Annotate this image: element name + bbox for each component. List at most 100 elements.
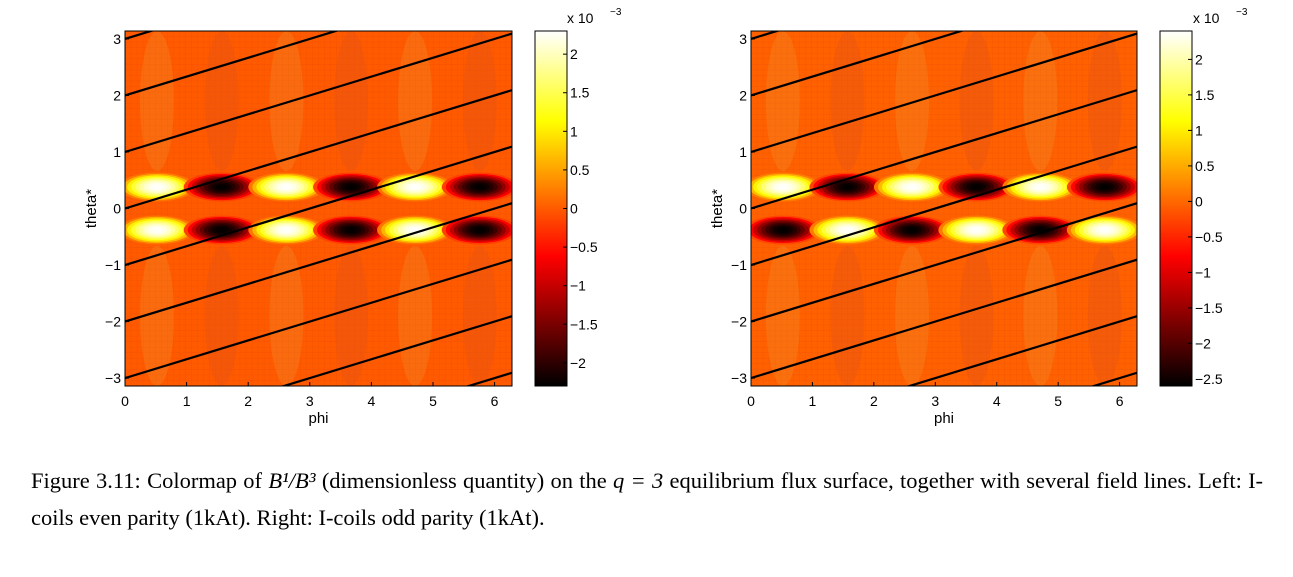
y-tick-label: −3	[105, 370, 121, 386]
y-axis-label: theta*	[709, 189, 726, 228]
plume-upper	[140, 31, 175, 172]
plume-lower	[894, 245, 929, 386]
colorbar-tick-label: −2	[1195, 335, 1211, 351]
caption-math-quantity: B¹/B³	[268, 468, 316, 493]
heatmap-area	[751, 31, 1137, 386]
colorbar-tick-label: 1	[570, 123, 578, 139]
figure-caption: Figure 3.11: Colormap of B¹/B³ (dimensio…	[31, 462, 1263, 536]
y-tick-label: 0	[739, 201, 747, 217]
y-tick-label: −3	[731, 370, 747, 386]
field-line	[125, 202, 512, 323]
blob-lower-positive	[151, 227, 164, 233]
colorbar	[1159, 30, 1193, 387]
field-line	[905, 315, 1137, 386]
y-tick-label: −2	[731, 314, 747, 330]
plume-upper	[269, 31, 304, 172]
blob-lower-negative	[905, 227, 918, 233]
plume-lower	[204, 245, 239, 386]
colorbar-tick-label: −1.5	[570, 316, 598, 332]
plume-upper	[959, 31, 994, 172]
blob-upper-positive	[409, 184, 422, 190]
y-tick-label: −2	[105, 314, 121, 330]
y-tick-label: 2	[739, 87, 747, 103]
x-tick-label: 1	[183, 393, 191, 409]
plume-lower	[1023, 245, 1058, 386]
colorbar-tick-label: 2	[570, 46, 578, 62]
field-line	[751, 89, 1137, 210]
colorbar-exponent: −3	[1236, 7, 1248, 18]
blob-lower-positive	[970, 227, 983, 233]
x-tick-label: 6	[1116, 393, 1124, 409]
colorbar-tick-label: 0.5	[1195, 158, 1215, 174]
blob-lower-positive	[841, 227, 854, 233]
plume-lower	[1087, 245, 1122, 386]
y-tick-label: 3	[113, 31, 121, 47]
blob-upper-negative	[473, 184, 486, 190]
field-line	[751, 202, 1137, 323]
colorbar-tick-label: 0	[1195, 193, 1203, 209]
blob-upper-negative	[970, 184, 983, 190]
plume-upper	[894, 31, 929, 172]
caption-text-before-math: Colormap of	[147, 468, 263, 493]
x-tick-label: 4	[993, 393, 1001, 409]
blob-lower-positive	[280, 227, 293, 233]
blob-lower-negative	[215, 227, 228, 233]
colorbar-tick-label: −1	[1195, 264, 1211, 280]
x-tick-label: 6	[491, 393, 499, 409]
plume-upper	[204, 31, 239, 172]
y-tick-label: −1	[105, 257, 121, 273]
y-tick-label: 1	[113, 144, 121, 160]
x-tick-label: 0	[747, 393, 755, 409]
left-panel: 0 1 2 3 4 5 6 3 2 1 0 −1 −2 −3 phi theta* 2 1.5 1 0.5 0 −0.5 −…	[83, 7, 622, 427]
colorbar-tick-label: −1.5	[1195, 300, 1223, 316]
right-panel: 0 1 2 3 4 5 6 3 2 1 0 −1 −2 −3 phi theta* 2 1.5 1 0.5 0 −0.5 −…	[709, 7, 1248, 427]
colorbar-exponent: −3	[610, 7, 622, 18]
y-tick-label: 0	[113, 201, 121, 217]
x-axis-label: phi	[934, 410, 954, 427]
plume-lower	[830, 245, 865, 386]
y-tick-label: 3	[739, 31, 747, 47]
field-line	[280, 315, 512, 386]
colorbar-tick-label: −2.5	[1195, 371, 1223, 387]
heatmap-background	[751, 31, 1137, 386]
blob-upper-positive	[280, 184, 293, 190]
x-tick-label: 0	[121, 393, 129, 409]
plume-lower	[334, 245, 369, 386]
plume-lower	[140, 245, 175, 386]
colorbar	[534, 30, 568, 387]
figure-panels: 0 1 2 3 4 5 6 3 2 1 0 −1 −2 −3 phi theta* 2 1.5 1 0.5 0 −0.5 −…	[83, 7, 1248, 427]
caption-text-mid: (dimensionless quantity) on the	[321, 468, 607, 493]
plume-lower	[765, 245, 800, 386]
field-line	[751, 145, 1137, 267]
colorbar-tick-label: −1	[570, 278, 586, 294]
field-line	[751, 31, 965, 97]
caption-text-after: equilibrium flux surface, together with …	[31, 468, 1264, 530]
colorbar-tick-label: −0.5	[1195, 229, 1223, 245]
x-tick-label: 3	[931, 393, 939, 409]
x-tick-label: 3	[306, 393, 314, 409]
colorbar-exponent-label: x 10	[567, 10, 594, 26]
field-line	[125, 89, 512, 210]
y-axis-label: theta*	[83, 189, 100, 228]
plume-upper	[398, 31, 433, 172]
colorbar-tick-label: 1.5	[570, 85, 590, 101]
blob-lower-negative	[473, 227, 486, 233]
colorbar-tick-label: −2	[570, 355, 586, 371]
blob-upper-positive	[905, 184, 918, 190]
heatmap-background	[125, 31, 512, 386]
blob-lower-negative	[776, 227, 789, 233]
plume-upper	[765, 31, 800, 172]
plume-lower	[959, 245, 994, 386]
plume-lower	[398, 245, 433, 386]
colorbar-tick-label: 1	[1195, 122, 1203, 138]
colorbar-tick-label: 1.5	[1195, 87, 1215, 103]
plume-upper	[1023, 31, 1058, 172]
blob-upper-positive	[151, 184, 164, 190]
x-tick-label: 2	[244, 393, 252, 409]
blob-upper-negative	[215, 184, 228, 190]
plume-upper	[334, 31, 369, 172]
colorbar-tick-label: −0.5	[570, 239, 598, 255]
colorbar-tick-label: 0	[570, 201, 578, 217]
blob-lower-positive	[1098, 227, 1111, 233]
blob-lower-negative	[345, 227, 358, 233]
